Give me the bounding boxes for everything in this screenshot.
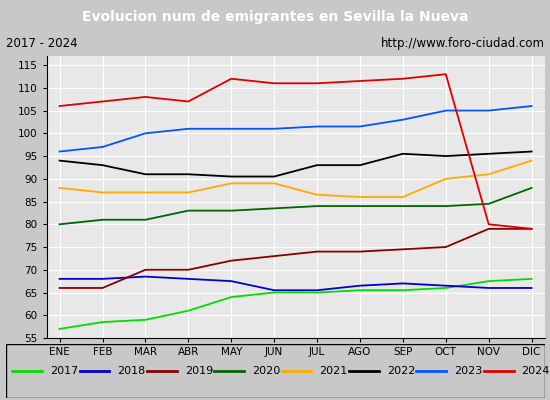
Text: 2020: 2020 — [252, 366, 280, 376]
Text: 2024: 2024 — [521, 366, 550, 376]
Text: 2017 - 2024: 2017 - 2024 — [6, 37, 77, 50]
Text: 2018: 2018 — [117, 366, 146, 376]
Text: 2017: 2017 — [50, 366, 78, 376]
Text: 2023: 2023 — [454, 366, 482, 376]
Text: http://www.foro-ciudad.com: http://www.foro-ciudad.com — [381, 37, 544, 50]
Text: Evolucion num de emigrantes en Sevilla la Nueva: Evolucion num de emigrantes en Sevilla l… — [82, 10, 468, 24]
Text: 2021: 2021 — [320, 366, 348, 376]
Text: 2022: 2022 — [387, 366, 415, 376]
Text: 2019: 2019 — [185, 366, 213, 376]
